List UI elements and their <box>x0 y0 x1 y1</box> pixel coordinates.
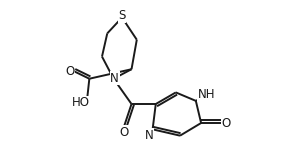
Text: HO: HO <box>72 96 89 110</box>
Text: O: O <box>221 117 230 129</box>
Text: N: N <box>145 129 154 142</box>
Text: O: O <box>119 126 128 139</box>
Text: N: N <box>110 72 119 85</box>
Text: S: S <box>118 9 126 22</box>
Text: O: O <box>65 65 74 78</box>
Text: NH: NH <box>198 89 215 101</box>
